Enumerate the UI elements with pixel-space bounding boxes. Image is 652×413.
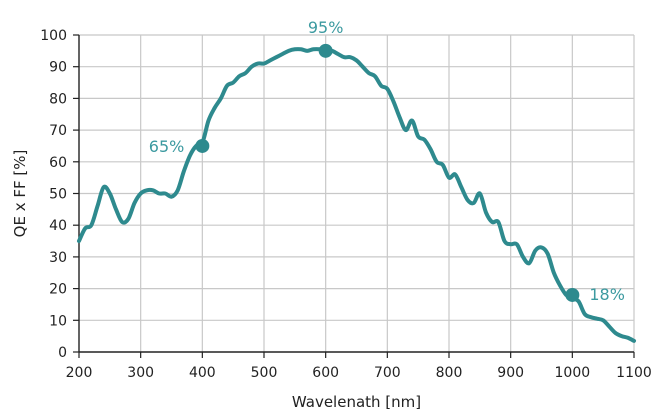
y-tick-label: 60: [49, 155, 67, 171]
annotation-label: 95%: [308, 18, 344, 37]
annotation-label: 65%: [149, 137, 185, 156]
y-tick-label: 20: [49, 282, 67, 298]
x-tick-label: 1100: [616, 365, 652, 381]
grid: [79, 34, 635, 352]
x-axis-title: Wavelenath [nm]: [292, 393, 421, 411]
x-tick-label: 500: [251, 365, 278, 381]
qe-series-line: [77, 47, 636, 343]
x-tick-label: 1000: [555, 365, 591, 381]
series: [77, 47, 636, 343]
annotation-marker: [318, 43, 333, 58]
y-tick-label: 10: [49, 313, 67, 329]
y-tick-label: 40: [49, 218, 67, 234]
x-tick-label: 200: [66, 365, 93, 381]
y-axis-title: QE x FF [%]: [11, 150, 29, 238]
y-tick-label: 30: [49, 250, 67, 266]
x-tick-label: 400: [189, 365, 216, 381]
x-tick-label: 900: [497, 365, 524, 381]
y-tick-label: 70: [49, 123, 67, 139]
y-tick-label: 100: [40, 28, 67, 44]
annotations: 65% 95% 18%: [149, 18, 625, 304]
tick-labels: 200 300 400 500 600 700 800 900 1000 1100 0 10 20 30 4…: [40, 28, 652, 381]
x-tick-label: 700: [374, 365, 401, 381]
y-tick-label: 50: [49, 187, 67, 203]
x-tick-label: 300: [127, 365, 154, 381]
y-tick-label: 80: [49, 91, 67, 107]
annotation-label: 18%: [589, 285, 625, 304]
y-tick-label: 0: [58, 345, 67, 361]
x-tick-label: 800: [436, 365, 463, 381]
annotation-marker: [195, 138, 210, 153]
axes: [73, 34, 635, 358]
y-tick-label: 90: [49, 60, 67, 76]
annotation-marker: [565, 287, 580, 302]
x-tick-label: 600: [312, 365, 339, 381]
